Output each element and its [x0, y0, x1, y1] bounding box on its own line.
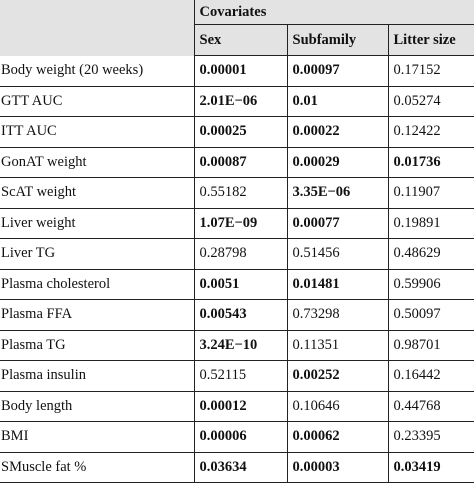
table-row: ITT AUC 0.00025 0.00022 0.12422 — [0, 116, 474, 148]
column-header-subfamily: Subfamily — [287, 24, 389, 56]
table-row: GTT AUC 2.01E−06 0.01 0.05274 — [0, 86, 474, 117]
cell-litter-size: 0.23395 — [388, 421, 474, 453]
cell-litter-size: 0.98701 — [388, 330, 474, 361]
corner-cell — [0, 24, 195, 56]
cell-subfamily: 0.01481 — [287, 269, 389, 300]
cell-litter-size: 0.16442 — [388, 360, 474, 392]
cell-litter-size: 0.12422 — [388, 116, 474, 148]
cell-subfamily: 0.73298 — [287, 299, 389, 331]
cell-subfamily: 0.10646 — [287, 391, 389, 422]
column-header-sex: Sex — [194, 24, 288, 56]
row-label: Liver TG — [0, 238, 195, 270]
table-row: Body weight (20 weeks) 0.00001 0.00097 0.17… — [0, 55, 474, 87]
table-row: Plasma insulin 0.52115 0.00252 0.16442 — [0, 360, 474, 392]
cell-sex: 0.00087 — [194, 147, 288, 178]
cell-sex: 1.07E−09 — [194, 208, 288, 239]
table-row: SMuscle fat % 0.03634 0.00003 0.03419 — [0, 452, 474, 483]
cell-litter-size: 0.05274 — [388, 86, 474, 117]
table-row: BMI 0.00006 0.00062 0.23395 — [0, 421, 474, 453]
row-label: Plasma TG — [0, 330, 195, 361]
table-row: Liver TG 0.28798 0.51456 0.48629 — [0, 238, 474, 270]
cell-subfamily: 0.00022 — [287, 116, 389, 148]
row-label: GTT AUC — [0, 86, 195, 117]
cell-litter-size: 0.11907 — [388, 177, 474, 209]
row-label: Body length — [0, 391, 195, 422]
cell-litter-size: 0.01736 — [388, 147, 474, 178]
row-label: Liver weight — [0, 208, 195, 239]
table-row: ScAT weight 0.55182 3.35E−06 0.11907 — [0, 177, 474, 209]
cell-sex: 2.01E−06 — [194, 86, 288, 117]
cell-litter-size: 0.59906 — [388, 269, 474, 300]
cell-sex: 0.0051 — [194, 269, 288, 300]
cell-sex: 0.28798 — [194, 238, 288, 270]
cell-litter-size: 0.19891 — [388, 208, 474, 239]
row-label: SMuscle fat % — [0, 452, 195, 483]
cell-subfamily: 3.35E−06 — [287, 177, 389, 209]
table-row: Body length 0.00012 0.10646 0.44768 — [0, 391, 474, 422]
table-row: Plasma TG 3.24E−10 0.11351 0.98701 — [0, 330, 474, 361]
column-header-row: Sex Subfamily Litter size — [0, 24, 474, 56]
cell-litter-size: 0.50097 — [388, 299, 474, 331]
covariates-group-header: Covariates — [194, 0, 474, 25]
cell-sex: 0.55182 — [194, 177, 288, 209]
row-label: GonAT weight — [0, 147, 195, 178]
cell-subfamily: 0.01 — [287, 86, 389, 117]
cell-subfamily: 0.00097 — [287, 55, 389, 87]
cell-sex: 0.03634 — [194, 452, 288, 483]
corner-cell — [0, 0, 195, 25]
row-label: Plasma FFA — [0, 299, 195, 331]
cell-subfamily: 0.00252 — [287, 360, 389, 392]
table-row: Plasma cholesterol 0.0051 0.01481 0.59906 — [0, 269, 474, 300]
row-label: Plasma insulin — [0, 360, 195, 392]
cell-litter-size: 0.48629 — [388, 238, 474, 270]
column-header-litter-size: Litter size — [388, 24, 474, 56]
row-label: Plasma cholesterol — [0, 269, 195, 300]
group-header-row: Covariates — [0, 0, 474, 25]
cell-sex: 0.00025 — [194, 116, 288, 148]
cell-subfamily: 0.00062 — [287, 421, 389, 453]
cell-litter-size: 0.03419 — [388, 452, 474, 483]
cell-subfamily: 0.11351 — [287, 330, 389, 361]
cell-subfamily: 0.00003 — [287, 452, 389, 483]
cell-litter-size: 0.44768 — [388, 391, 474, 422]
table-row: GonAT weight 0.00087 0.00029 0.01736 — [0, 147, 474, 178]
cell-subfamily: 0.51456 — [287, 238, 389, 270]
cell-sex: 0.00001 — [194, 55, 288, 87]
cell-sex: 0.00543 — [194, 299, 288, 331]
cell-sex: 0.52115 — [194, 360, 288, 392]
row-label: BMI — [0, 421, 195, 453]
cell-litter-size: 0.17152 — [388, 55, 474, 87]
cell-sex: 0.00006 — [194, 421, 288, 453]
table-row: Liver weight 1.07E−09 0.00077 0.19891 — [0, 208, 474, 239]
table-body: Body weight (20 weeks) 0.00001 0.00097 0.17… — [0, 55, 474, 483]
row-label: Body weight (20 weeks) — [0, 55, 195, 87]
row-label: ITT AUC — [0, 116, 195, 148]
cell-sex: 3.24E−10 — [194, 330, 288, 361]
cell-subfamily: 0.00029 — [287, 147, 389, 178]
cell-subfamily: 0.00077 — [287, 208, 389, 239]
table-row: Plasma FFA 0.00543 0.73298 0.50097 — [0, 299, 474, 331]
cell-sex: 0.00012 — [194, 391, 288, 422]
row-label: ScAT weight — [0, 177, 195, 209]
